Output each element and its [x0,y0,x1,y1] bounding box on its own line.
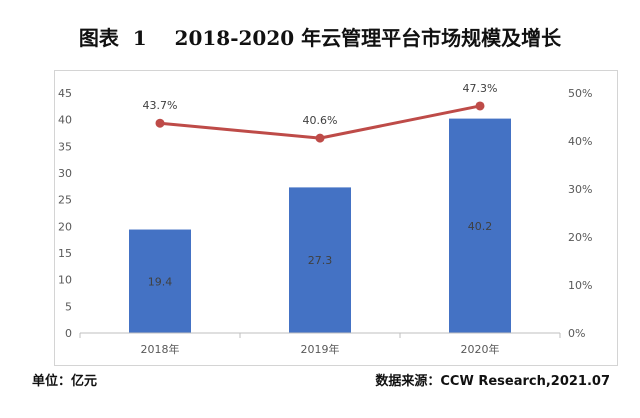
right-axis-ticks: 0% 10% 20% 30% 40% 50% [568,87,592,340]
line-point [475,101,485,111]
bar [289,187,351,333]
right-tick-label: 20% [568,231,592,244]
bar [129,229,191,333]
unit-label: 单位：亿元 [32,374,98,389]
figure-title: 图表 1 2018-2020 年云管理平台市场规模及增长 [78,26,562,50]
category-label: 2020年 [461,342,500,356]
chart-frame [54,70,618,366]
left-tick-label: 0 [65,327,72,340]
left-tick-label: 5 [65,300,72,313]
x-axis [79,332,561,338]
line-point [315,133,325,143]
category-label: 2018年 [141,342,180,356]
left-tick-label: 25 [58,194,72,207]
left-tick-label: 40 [58,114,72,127]
right-tick-label: 10% [568,279,592,292]
left-tick-label: 20 [58,220,72,233]
line-point [155,118,165,128]
left-tick-label: 10 [58,274,72,287]
left-tick-label: 35 [58,140,72,153]
left-tick-label: 30 [58,167,72,180]
bar-value-label: 27.3 [308,254,333,267]
line-value-label: 47.3% [463,82,498,95]
right-tick-label: 30% [568,183,592,196]
category-label: 2019年 [301,342,340,356]
line-value-label: 40.6% [303,114,338,127]
left-axis-ticks: 0 5 10 15 20 25 30 35 40 45 [58,87,72,340]
category-labels: 2018年 2019年 2020年 [141,342,500,356]
bar-value-label: 40.2 [468,220,493,233]
left-tick-label: 45 [58,87,72,100]
bar-series: 19.4 27.3 40.2 [129,118,511,333]
right-tick-label: 50% [568,87,592,100]
right-tick-label: 0% [568,327,585,340]
left-tick-label: 15 [58,247,72,260]
bar [449,118,511,333]
bar-value-label: 19.4 [148,275,173,288]
source-label: 数据来源：CCW Research,2021.07 [375,374,610,389]
right-tick-label: 40% [568,135,592,148]
line-value-label: 43.7% [143,99,178,112]
line-series: 43.7% 40.6% 47.3% [143,82,498,143]
